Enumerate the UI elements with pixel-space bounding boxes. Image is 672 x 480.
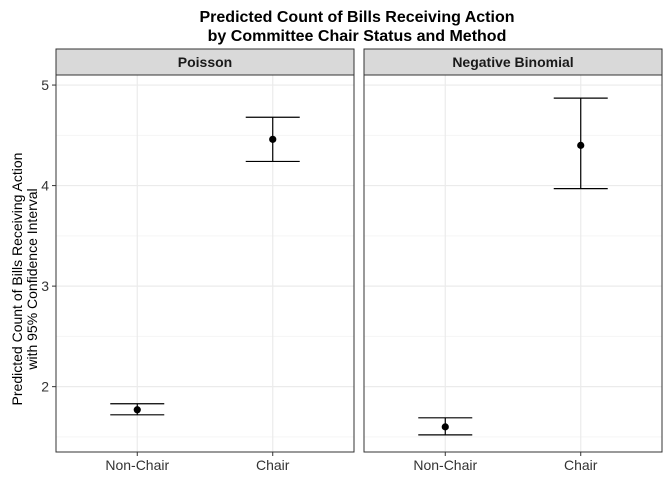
y-axis-title: Predicted Count of Bills Receiving Actio… (9, 153, 40, 406)
panel-border (363, 74, 663, 453)
facet-strip-label: Negative Binomial (452, 54, 573, 70)
x-tick-label: Non-Chair (413, 457, 477, 473)
y-tick-label: 5 (41, 77, 49, 93)
y-axis-title-line-2: with 95% Confidence Interval (24, 188, 40, 370)
panel-background (364, 75, 662, 452)
facet-strip-label: Poisson (178, 54, 232, 70)
y-axis-title-line-1: Predicted Count of Bills Receiving Actio… (9, 153, 25, 406)
y-tick-label: 2 (41, 379, 49, 395)
data-point (441, 423, 449, 431)
panel-background (56, 75, 354, 452)
data-point (269, 135, 277, 143)
panel-border (55, 74, 355, 453)
chart-title-line-2: by Committee Chair Status and Method (208, 28, 507, 45)
y-axis-ticks: 2 3 4 5 (41, 77, 56, 395)
facet-panels: Poisson Non-Chair Chair Negative Binomial No… (55, 48, 663, 473)
facet-strip (363, 48, 663, 76)
y-tick-label: 3 (41, 278, 49, 294)
data-point (577, 141, 585, 149)
x-tick-label: Chair (256, 457, 290, 473)
chart-title-line-1: Predicted Count of Bills Receiving Actio… (200, 9, 515, 26)
facet-strip (55, 48, 355, 76)
facet-panel-1: Poisson Non-Chair Chair (55, 48, 355, 473)
x-tick-label: Non-Chair (105, 457, 169, 473)
x-tick-label: Chair (564, 457, 598, 473)
data-point (133, 406, 141, 414)
facet-panel-2: Negative Binomial Non-Chair Chair (363, 48, 663, 473)
y-tick-label: 4 (41, 178, 49, 194)
